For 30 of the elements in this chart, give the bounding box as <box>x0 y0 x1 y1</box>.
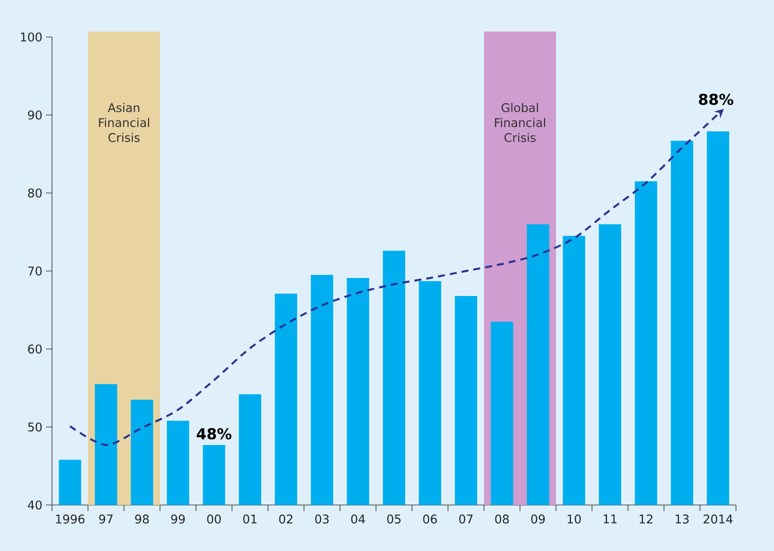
x-tick-label: 99 <box>171 514 185 524</box>
x-tick-label: 05 <box>387 514 401 524</box>
band-label: Global Financial Crisis <box>495 102 546 142</box>
x-tick-label: 10 <box>568 514 581 524</box>
annotation: 48% <box>196 428 232 440</box>
x-tick-label: 08 <box>495 514 509 524</box>
y-tick-label: 60 <box>28 344 42 354</box>
x-tick-label: 04 <box>351 514 365 524</box>
x-tick-label: 13 <box>676 514 689 524</box>
x-tick-label: 06 <box>423 514 437 524</box>
x-tick-label: 2014 <box>704 514 733 524</box>
x-tick-label: 12 <box>640 514 652 524</box>
x-tick-label: 03 <box>315 514 329 524</box>
annotation: 88% <box>698 94 734 106</box>
y-tick-label: 70 <box>28 266 42 276</box>
x-tick-label: 1996 <box>56 514 84 524</box>
x-tick-label: 07 <box>459 514 473 524</box>
y-tick-label: 40 <box>28 500 42 510</box>
x-tick-label: 02 <box>279 514 292 524</box>
x-tick-label: 97 <box>99 514 113 524</box>
y-tick-label: 50 <box>28 422 42 432</box>
y-tick-label: 90 <box>28 110 42 120</box>
x-tick-label: 09 <box>531 514 545 524</box>
x-tick-label: 01 <box>243 514 256 524</box>
x-tick-label: 11 <box>604 514 617 524</box>
x-tick-label: 00 <box>207 514 221 524</box>
y-tick-label: 80 <box>28 188 42 198</box>
x-tick-label: 98 <box>135 514 149 524</box>
band-label: Asian Financial Crisis <box>98 102 150 142</box>
y-tick-label: 100 <box>20 32 42 42</box>
